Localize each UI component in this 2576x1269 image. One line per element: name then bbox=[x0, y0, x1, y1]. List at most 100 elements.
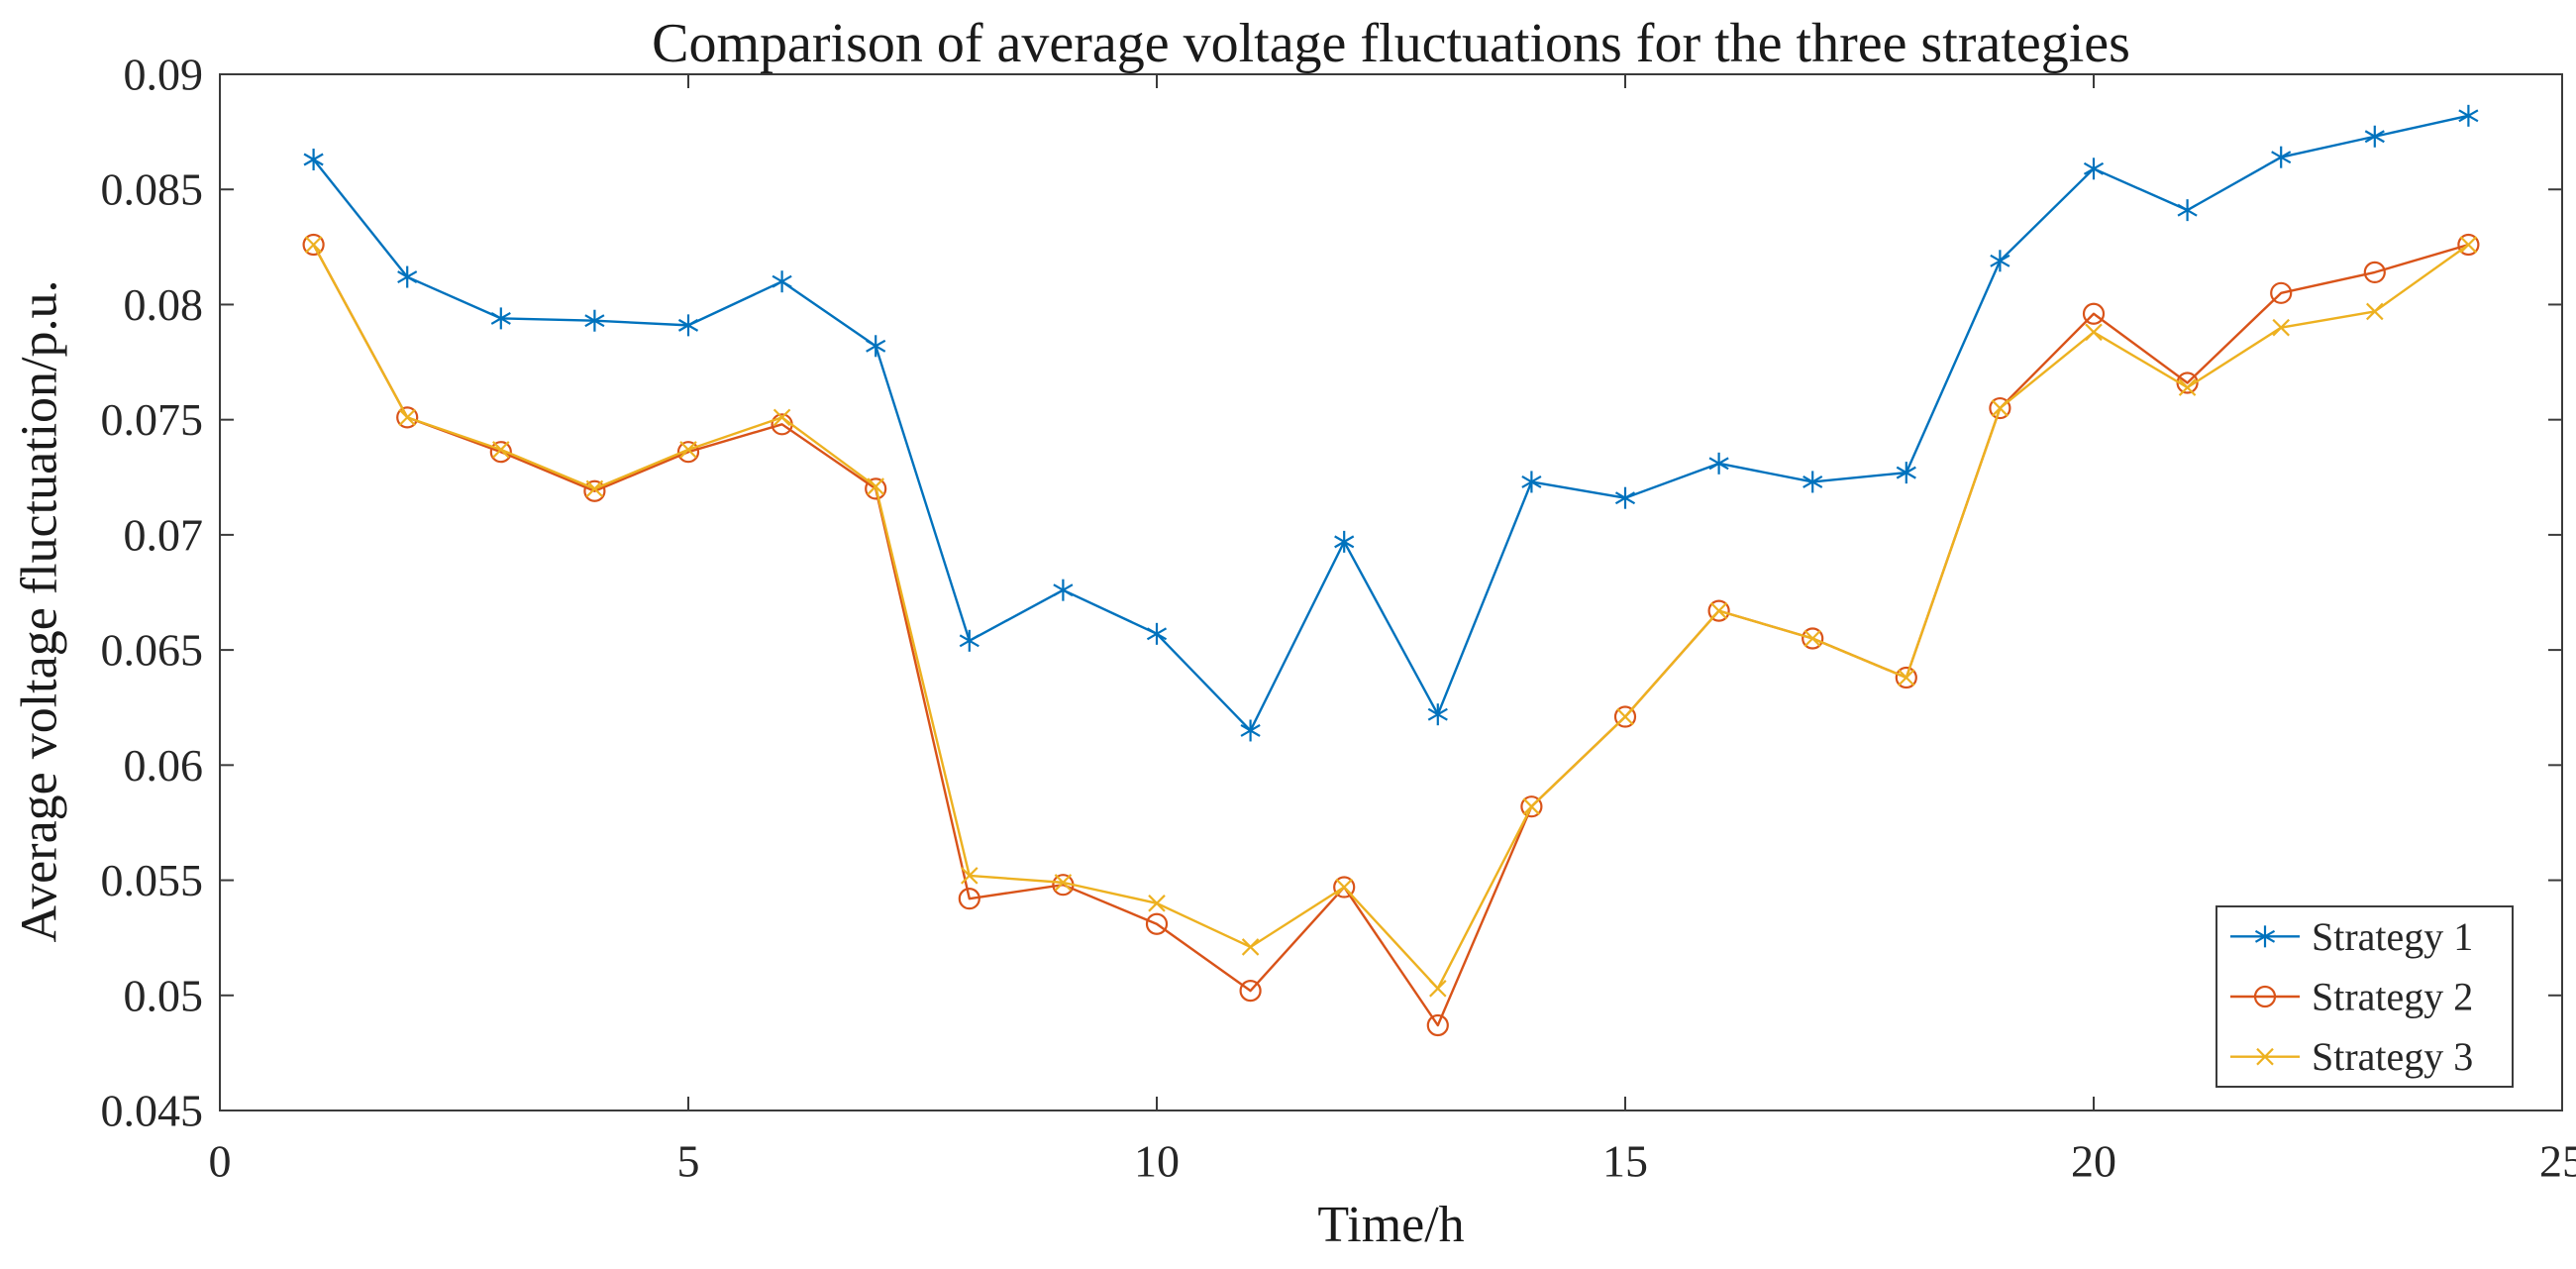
x-marker bbox=[1709, 601, 1728, 620]
plot-frame bbox=[219, 73, 2563, 1111]
y-tick-label: 0.055 bbox=[101, 855, 204, 905]
y-tick-label: 0.045 bbox=[101, 1086, 204, 1136]
x-marker bbox=[585, 479, 604, 498]
x-tick-label: 25 bbox=[2539, 1136, 2576, 1187]
x-marker bbox=[1522, 797, 1541, 815]
legend-item-3: Strategy 3 bbox=[2230, 1034, 2473, 1079]
x-marker bbox=[2085, 323, 2103, 342]
series-markers-strategy-3 bbox=[304, 236, 2478, 998]
x-marker bbox=[2178, 378, 2197, 396]
x-tick-label: 20 bbox=[2071, 1136, 2116, 1187]
circle-marker bbox=[2253, 985, 2277, 1008]
x-marker bbox=[2272, 318, 2290, 337]
asterisk-marker bbox=[1334, 535, 1355, 549]
asterisk-marker bbox=[1146, 627, 1168, 641]
x-tick-label: 15 bbox=[1602, 1136, 1648, 1187]
circle-marker bbox=[2457, 233, 2480, 257]
asterisk-marker bbox=[1990, 254, 2010, 267]
x-tick-label: 0 bbox=[209, 1136, 232, 1187]
circle-marker bbox=[396, 406, 419, 429]
x-tick-label: 5 bbox=[677, 1136, 700, 1187]
circle-marker bbox=[489, 441, 512, 464]
y-tick-label: 0.065 bbox=[101, 625, 204, 676]
legend-item-label: Strategy 1 bbox=[2312, 914, 2473, 959]
circle-marker bbox=[1895, 666, 1917, 689]
asterisk-marker bbox=[677, 318, 699, 332]
y-tick-label: 0.05 bbox=[124, 970, 204, 1020]
circle-marker bbox=[583, 479, 606, 502]
x-marker bbox=[1616, 707, 1634, 726]
x-marker bbox=[1429, 980, 1447, 998]
x-marker bbox=[679, 441, 697, 459]
asterisk-marker bbox=[2271, 151, 2292, 164]
asterisk-marker bbox=[2458, 109, 2479, 123]
asterisk-marker bbox=[1427, 707, 1448, 721]
circle-marker bbox=[1989, 396, 2011, 420]
asterisk-marker bbox=[1521, 475, 1542, 488]
x-marker bbox=[2459, 236, 2478, 254]
x-marker bbox=[1803, 629, 1821, 648]
x-marker bbox=[1054, 874, 1073, 892]
x-tick-label: 10 bbox=[1134, 1136, 1180, 1187]
x-marker bbox=[1241, 938, 1260, 956]
asterisk-marker bbox=[1803, 475, 1823, 488]
x-marker bbox=[398, 408, 416, 427]
x-marker bbox=[492, 441, 510, 459]
asterisk-marker bbox=[959, 634, 979, 648]
x-marker bbox=[961, 867, 979, 885]
x-marker bbox=[1148, 895, 1166, 912]
circle-marker bbox=[1613, 705, 1637, 728]
circle-marker bbox=[302, 233, 325, 257]
circle-marker bbox=[1520, 795, 1543, 818]
circle-marker bbox=[958, 888, 980, 910]
circle-marker bbox=[1145, 912, 1169, 935]
series-line-strategy-1 bbox=[312, 114, 2469, 732]
circle-marker bbox=[1239, 980, 1262, 1003]
asterisk-marker bbox=[1240, 724, 1261, 737]
legend-item-2: Strategy 2 bbox=[2230, 975, 2473, 1019]
asterisk-marker bbox=[2177, 203, 2198, 217]
asterisk-marker bbox=[1896, 466, 1916, 479]
y-tick-label: 0.08 bbox=[124, 279, 204, 330]
circle-marker bbox=[1426, 1013, 1449, 1037]
asterisk-marker bbox=[490, 311, 511, 325]
y-tick-label: 0.06 bbox=[124, 740, 204, 791]
legend: Strategy 1 Strategy 2 Strategy 3 bbox=[2215, 905, 2514, 1088]
y-tick-label: 0.085 bbox=[101, 164, 204, 215]
asterisk-marker bbox=[1614, 491, 1636, 505]
legend-item-label: Strategy 3 bbox=[2312, 1034, 2473, 1079]
asterisk-marker bbox=[2254, 929, 2276, 943]
y-tick-label: 0.09 bbox=[124, 50, 204, 100]
asterisk-marker bbox=[2364, 130, 2385, 144]
asterisk-marker bbox=[584, 314, 605, 328]
series-line-strategy-3 bbox=[312, 244, 2470, 991]
legend-item-label: Strategy 2 bbox=[2312, 975, 2473, 1019]
x-marker bbox=[1898, 669, 1915, 687]
x-marker bbox=[304, 236, 323, 254]
legend-item-1: Strategy 1 bbox=[2230, 914, 2473, 959]
series-markers-strategy-2 bbox=[302, 233, 2480, 1037]
asterisk-marker bbox=[2083, 161, 2105, 175]
circle-marker bbox=[865, 477, 887, 500]
x-marker bbox=[2256, 1047, 2274, 1066]
x-marker bbox=[867, 477, 884, 495]
asterisk-marker bbox=[772, 274, 792, 288]
asterisk-marker bbox=[1708, 457, 1729, 471]
circle-marker bbox=[2270, 281, 2293, 304]
y-tick-label: 0.07 bbox=[124, 509, 204, 560]
asterisk-marker bbox=[397, 270, 418, 284]
circle-marker bbox=[2363, 261, 2386, 284]
circle-marker bbox=[1333, 876, 1356, 899]
x-marker bbox=[2366, 302, 2384, 321]
asterisk-marker bbox=[866, 339, 886, 353]
series-line-strategy-2 bbox=[312, 243, 2469, 1027]
series-markers-strategy-1 bbox=[303, 104, 2479, 742]
circle-marker bbox=[676, 441, 700, 464]
asterisk-marker bbox=[1053, 583, 1074, 597]
asterisk-marker bbox=[303, 153, 324, 166]
x-marker bbox=[773, 408, 791, 427]
circle-marker bbox=[1707, 599, 1730, 622]
circle-marker bbox=[1802, 627, 1824, 650]
